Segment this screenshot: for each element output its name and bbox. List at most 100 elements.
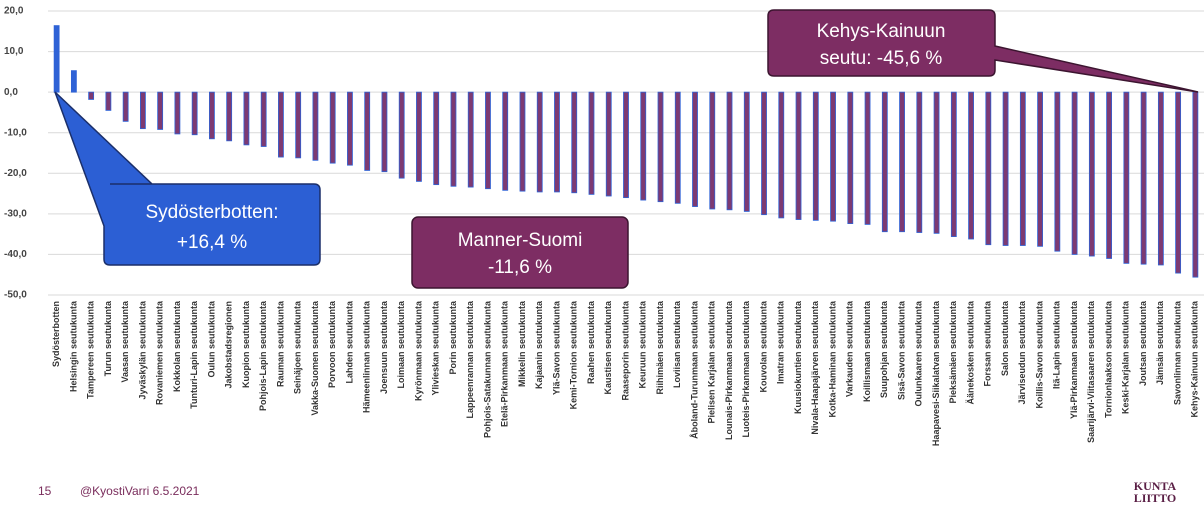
x-tick-label: Joutsan seutukunta bbox=[1138, 300, 1148, 386]
y-tick-label: -10,0 bbox=[4, 127, 27, 138]
bar bbox=[70, 70, 77, 93]
bar bbox=[1037, 91, 1043, 247]
x-tick-label: Koillismaan seutukunta bbox=[862, 300, 872, 402]
x-tick-label: Loviisan seutukunta bbox=[672, 300, 682, 388]
x-tick-label: Oulunkaaren seutukunta bbox=[914, 300, 924, 407]
bar bbox=[1192, 91, 1199, 278]
bar bbox=[295, 91, 302, 159]
bar bbox=[571, 91, 578, 194]
bar bbox=[1157, 91, 1164, 266]
callout-text: +16,4 % bbox=[177, 232, 247, 253]
x-tick-label: Porvoon seutukunta bbox=[327, 300, 337, 388]
x-tick-label: Pohjois-Lapin seutukunta bbox=[258, 300, 268, 411]
x-tick-label: Sisä-Savon seutukunta bbox=[896, 300, 906, 400]
callout-text: seutu: -45,6 % bbox=[820, 48, 943, 69]
x-tick-label: Kajaanin seutukunta bbox=[534, 300, 544, 389]
bar bbox=[53, 25, 60, 93]
bar bbox=[623, 91, 629, 199]
x-tick-label: Kyrönmaan seutukunta bbox=[413, 300, 423, 401]
x-tick-label: Etelä-Pirkanmaan seutukunta bbox=[500, 300, 510, 427]
bar bbox=[605, 91, 612, 197]
x-tick-label: Ylä-Savon seutukunta bbox=[551, 300, 561, 395]
bar bbox=[968, 91, 974, 240]
logo: KUNTA bbox=[1134, 479, 1177, 493]
x-tick-label: Lappeenrannan seutukunta bbox=[465, 300, 475, 419]
bar bbox=[692, 91, 698, 207]
callout-box bbox=[411, 216, 629, 289]
y-tick-label: -40,0 bbox=[4, 249, 27, 260]
x-tick-label: Nivala-Haapajärven seutukunta bbox=[810, 300, 820, 435]
y-tick-label: 20,0 bbox=[4, 6, 24, 17]
bar bbox=[761, 91, 767, 216]
bar bbox=[743, 91, 750, 212]
bar bbox=[364, 91, 371, 171]
bar bbox=[847, 91, 854, 224]
x-tick-label: Luoteis-Pirkanmaan seutukunta bbox=[741, 300, 751, 438]
bar bbox=[416, 91, 422, 182]
labels: -50,0 -40,0 -30,0 -20,0 -10,0 0,0 10,0 20,0 Sydö… bbox=[4, 6, 1200, 446]
bar bbox=[1088, 91, 1095, 257]
y-tick-label: 10,0 bbox=[4, 46, 24, 57]
bar bbox=[726, 91, 733, 211]
footer-author: @KyostiVarri 6.5.2021 bbox=[80, 484, 200, 498]
x-tick-label: Suupohjan seutukunta bbox=[879, 300, 889, 398]
bar bbox=[778, 91, 785, 219]
x-tick-label: Järviseudun seutukunta bbox=[1017, 300, 1027, 405]
bar bbox=[950, 91, 957, 237]
bar bbox=[433, 91, 440, 186]
x-tick-label: Mikkelin seutukunta bbox=[517, 300, 527, 387]
bar bbox=[157, 91, 164, 130]
y-tick-label: -30,0 bbox=[4, 208, 27, 219]
x-tick-label: Riihimäen seutukunta bbox=[655, 300, 665, 395]
bar bbox=[640, 91, 647, 201]
x-tick-label: Raahen seutukunta bbox=[586, 300, 596, 384]
bar bbox=[864, 91, 871, 225]
callout-text: Manner-Suomi bbox=[458, 230, 583, 251]
x-tick-label: Kuopion seutukunta bbox=[241, 300, 251, 388]
x-tick-label: Savonlinnan seutukunta bbox=[1172, 300, 1182, 405]
bar bbox=[329, 91, 336, 164]
y-tick-label: -50,0 bbox=[4, 290, 27, 301]
bar bbox=[191, 91, 198, 136]
bar bbox=[795, 91, 802, 220]
x-tick-label: Imatran seutukunta bbox=[776, 300, 786, 384]
bar bbox=[588, 91, 595, 195]
x-tick-label: Helsingin seutukunta bbox=[68, 300, 78, 392]
bar bbox=[88, 91, 95, 100]
callout-text: -11,6 % bbox=[488, 257, 552, 278]
x-tick-label: Kaustisen seutukunta bbox=[603, 300, 613, 395]
x-tick-label: Loimaan seutukunta bbox=[396, 300, 406, 389]
bar bbox=[105, 91, 112, 111]
bar bbox=[467, 91, 474, 188]
x-tick-label: Salon seutukunta bbox=[1000, 300, 1010, 376]
x-tick-label: Pieksämäen seutukunta bbox=[948, 300, 958, 404]
x-tick-label: Ylä-Pirkanmaan seutukunta bbox=[1069, 300, 1079, 419]
x-tick-label: Raaseporin seutukunta bbox=[620, 300, 630, 401]
x-tick-label: Seinäjoen seutukunta bbox=[293, 300, 303, 394]
x-tick-label: Äänekosken seutukunta bbox=[965, 300, 975, 405]
bar bbox=[1106, 91, 1113, 259]
bar bbox=[485, 91, 491, 190]
x-tick-label: Koillis-Savon seutukunta bbox=[1034, 300, 1044, 409]
bar bbox=[709, 91, 716, 210]
bar bbox=[536, 91, 543, 193]
x-tick-label: Kemi-Tornion seutukunta bbox=[569, 300, 579, 409]
x-tick-label: Åboland-Turunmaan seutukunta bbox=[689, 300, 699, 439]
x-tick-label: Tunturi-Lapin seutukunta bbox=[189, 300, 199, 409]
bar bbox=[1140, 91, 1147, 265]
x-tick-label: Saarijärvi-Viitasaaren seutukunta bbox=[1086, 300, 1096, 443]
bar bbox=[554, 91, 560, 193]
bar bbox=[209, 91, 215, 140]
x-tick-label: Forssan seutukunta bbox=[983, 300, 993, 387]
x-tick-label: Lahden seutukunta bbox=[344, 300, 354, 384]
bar bbox=[674, 91, 681, 204]
x-tick-label: Keuruun seutukunta bbox=[638, 300, 648, 388]
x-tick-label: Joensuun seutukunta bbox=[379, 300, 389, 394]
bar bbox=[312, 91, 319, 161]
bar bbox=[243, 91, 250, 146]
callout-box bbox=[54, 91, 321, 266]
x-tick-label: Porin seutukunta bbox=[448, 300, 458, 375]
bar bbox=[122, 91, 129, 122]
x-tick-label: Kehys-Kainuun seutukunta bbox=[1190, 300, 1200, 418]
